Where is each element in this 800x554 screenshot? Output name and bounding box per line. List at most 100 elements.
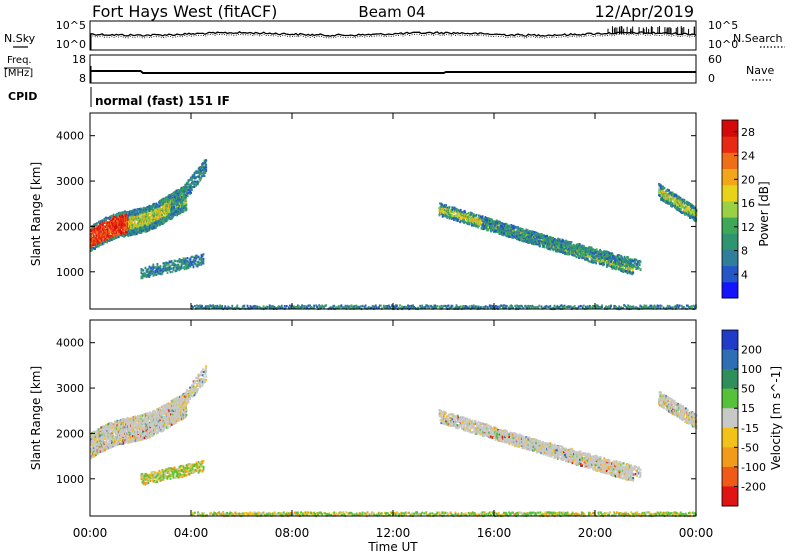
echo-cell [102, 227, 104, 231]
echo-cell [505, 229, 508, 232]
echo-cell [177, 207, 180, 210]
echo-cell [103, 226, 106, 229]
echo-cell [205, 166, 208, 169]
echo-cell [566, 253, 569, 256]
echo-cell [577, 250, 580, 253]
echo-cell [94, 230, 97, 233]
echo-cell [173, 206, 176, 209]
echo-cell [543, 246, 546, 249]
echo-cell [94, 247, 96, 250]
freq-trace [90, 66, 696, 83]
echo-cell [122, 224, 125, 227]
echo-cell [96, 222, 99, 225]
echo-cell [119, 233, 122, 236]
echo-cell [137, 227, 140, 230]
echo-cell [147, 213, 149, 216]
echo-cell [162, 215, 165, 218]
echo-cell [127, 212, 130, 215]
echo-cell [131, 210, 133, 213]
echo-cell [125, 232, 128, 235]
echo-cell [510, 231, 513, 234]
echo-cell [453, 211, 455, 214]
echo-cell [164, 218, 167, 221]
echo-cell [135, 213, 138, 216]
echo-cell [114, 219, 117, 222]
echo-cell [537, 236, 540, 239]
echo-cell [564, 243, 567, 246]
echo-cell [105, 216, 107, 219]
echo-cell [128, 215, 131, 218]
echo-cell [142, 228, 145, 231]
echo-cell [103, 232, 106, 235]
echo-cell [529, 233, 532, 236]
echo-cell [111, 238, 114, 241]
echo-cell [116, 214, 119, 217]
echo-cell [168, 269, 171, 272]
echo-cell [92, 246, 95, 249]
echo-cell [138, 217, 140, 220]
echo-cell [155, 202, 158, 205]
echo-cell [153, 213, 156, 216]
echo-cell [127, 234, 130, 237]
echo-cell [135, 211, 138, 214]
echo-cell [148, 205, 151, 208]
echo-cell [176, 202, 179, 205]
echo-cell [132, 223, 135, 226]
echo-cell [110, 231, 112, 234]
echo-cell [154, 217, 156, 220]
echo-cell [148, 209, 151, 212]
echo-cell [585, 250, 588, 253]
echo-cell [163, 221, 166, 224]
echo-cell [205, 159, 208, 162]
echo-cell [494, 229, 497, 232]
echo-cell [153, 214, 156, 217]
echo-cell [191, 255, 194, 258]
echo-cell [100, 243, 102, 246]
echo-cell [148, 207, 151, 210]
echo-cell [111, 235, 114, 239]
echo-cell [180, 267, 183, 270]
echo-cell [576, 244, 579, 247]
echo-cell [156, 213, 159, 216]
echo-cell [147, 206, 150, 209]
echo-cell [162, 210, 164, 213]
echo-cell [632, 271, 635, 274]
echo-cell [152, 222, 155, 225]
echo-cell [170, 203, 173, 206]
echo-cell [526, 237, 528, 240]
echo-cell [588, 260, 591, 263]
echo-cell [117, 235, 120, 239]
power-echo-cells [90, 159, 698, 311]
nave-tick-high: 60 [708, 53, 722, 66]
echo-cell [191, 178, 193, 181]
freq-tick-high: 18 [72, 53, 86, 66]
echo-cell [148, 212, 151, 215]
echo-cell [558, 242, 560, 245]
echo-cell [113, 225, 116, 228]
echo-cell [161, 218, 164, 221]
echo-cell [130, 225, 132, 228]
echo-cell [445, 204, 447, 207]
echo-cell [625, 270, 627, 273]
echo-cell [144, 225, 147, 228]
echo-cell [156, 222, 159, 225]
echo-cell [95, 230, 98, 233]
echo-cell [548, 243, 551, 246]
echo-cell [159, 202, 162, 205]
echo-cell [122, 217, 124, 221]
echo-cell [484, 218, 487, 221]
echo-cell [588, 246, 591, 249]
echo-cell [513, 226, 516, 229]
echo-cell [205, 163, 208, 166]
echo-cell [123, 216, 126, 219]
echo-cell [531, 230, 533, 234]
echo-cell [185, 207, 188, 210]
echo-cell [202, 260, 205, 263]
echo-cell [144, 211, 147, 214]
echo-cell [127, 218, 130, 221]
echo-cell [587, 253, 590, 256]
cpid-label: CPID [8, 90, 37, 103]
echo-cell [173, 212, 176, 215]
echo-cell [145, 215, 147, 219]
